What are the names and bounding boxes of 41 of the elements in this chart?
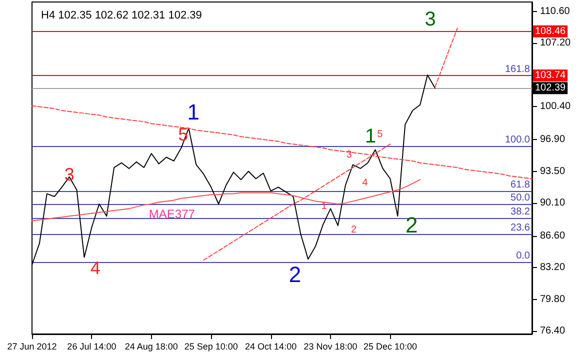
y-tick-label: 107.20 <box>540 38 572 49</box>
ref-line-label: 108.46 <box>535 26 566 37</box>
annotation: 1 <box>187 100 200 125</box>
text: H4 102.35 102.62 102.31 102.39 <box>41 10 202 22</box>
annotation: 2 <box>406 212 418 238</box>
y-tick-label: 83.20 <box>540 262 566 274</box>
x-tick-label: 24 Aug 18:00 <box>124 342 178 352</box>
annotation: 4 <box>362 178 368 189</box>
x-tick-label: 25 Dec 10:00 <box>363 342 417 352</box>
annotation: 4 <box>90 258 100 278</box>
x-tick-label: 25 Sep 10:00 <box>184 342 238 352</box>
x-tick-label: 27 Jun 2012 <box>7 342 57 352</box>
y-tick-label: 79.80 <box>540 294 566 305</box>
annotation: 161.8 <box>504 64 530 76</box>
ref-line-label: 102.39 <box>535 82 566 94</box>
line-series <box>434 28 458 88</box>
annotation: 100.0 <box>504 134 530 146</box>
y-tick-label: 76.40 <box>540 326 566 337</box>
annotation: 0.0 <box>516 250 530 262</box>
y-tick-label: 96.90 <box>540 134 566 145</box>
x-tick-label: 23 Nov 18:00 <box>304 342 358 352</box>
annotation: 23.6 <box>510 222 530 234</box>
annotation: 5 <box>377 128 384 140</box>
annotation: 61.8 <box>510 179 530 190</box>
x-tick-label: 24 Oct 14:00 <box>245 342 297 352</box>
annotation: 1 <box>365 125 376 148</box>
ref-line-label: 103.74 <box>535 70 566 82</box>
y-tick-label: 86.60 <box>540 230 566 242</box>
x-tick-label: 26 Jul 14:00 <box>67 342 116 352</box>
annotation: 3 <box>346 149 352 160</box>
y-tick-label: 93.50 <box>540 166 566 177</box>
annotation: 50.0 <box>510 192 530 204</box>
y-tick-label: 100.40 <box>540 101 572 112</box>
annotation: MAE377 <box>148 207 196 222</box>
annotation: 38.2 <box>510 206 530 218</box>
annotation: 2 <box>351 224 358 236</box>
annotation: 2 <box>288 262 302 288</box>
y-tick-label: 110.60 <box>540 6 570 17</box>
annotation: 3 <box>424 8 436 31</box>
annotation: 3 <box>64 164 74 184</box>
y-tick-label: 90.10 <box>540 198 566 209</box>
